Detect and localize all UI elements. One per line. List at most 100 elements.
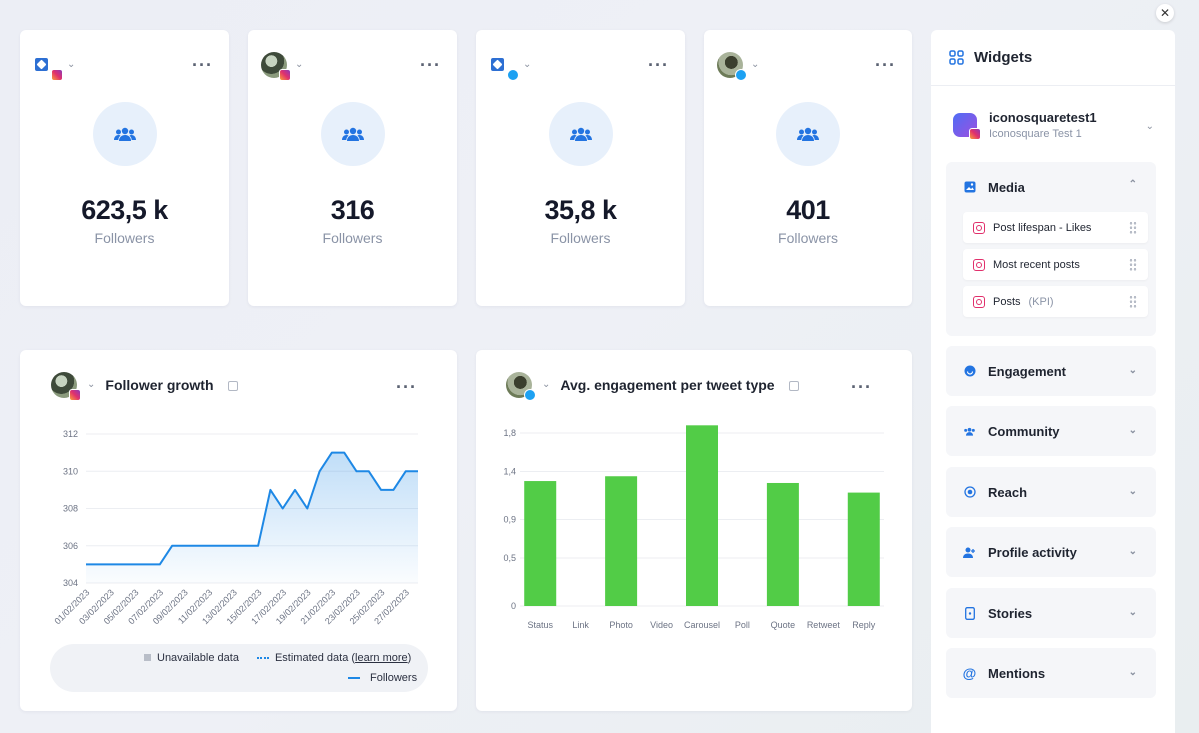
section-media: Media ⌃ Post lifespan - Likes Most recen… <box>946 162 1156 336</box>
help-icon[interactable] <box>227 381 238 391</box>
widget-item-label: Most recent posts <box>993 258 1080 271</box>
more-options-icon[interactable]: ··· <box>851 377 872 397</box>
x-tick-label: Video <box>650 620 673 630</box>
account-subtitle: Iconosquare Test 1 <box>989 128 1082 140</box>
y-tick-label: 306 <box>63 541 78 551</box>
followers-icon <box>320 102 385 166</box>
media-icon <box>963 181 976 194</box>
instagram-icon <box>969 128 981 140</box>
chevron-down-icon: ⌄ <box>751 59 760 70</box>
y-tick-label: 1,4 <box>503 466 516 476</box>
drag-handle-icon[interactable] <box>1129 221 1137 234</box>
account-avatar[interactable] <box>506 372 536 401</box>
section-label: Reach <box>988 484 1028 500</box>
instagram-icon <box>973 258 985 271</box>
more-options-icon[interactable]: ··· <box>875 55 896 75</box>
section-profile-activity[interactable]: Profile activity ⌄ <box>946 527 1156 577</box>
more-options-icon[interactable]: ··· <box>648 55 669 75</box>
legend-unavailable: Unavailable data <box>144 652 239 664</box>
followers-icon <box>776 102 840 166</box>
stat-card-2: ⌄ ··· 316 Followers <box>248 30 457 306</box>
more-options-icon[interactable]: ··· <box>192 55 213 75</box>
instagram-icon <box>69 389 81 401</box>
section-label: Media <box>988 179 1025 195</box>
more-options-icon[interactable]: ··· <box>396 377 417 397</box>
y-tick-label: 304 <box>63 578 78 588</box>
bar-status <box>524 481 557 606</box>
instagram-icon <box>973 295 985 308</box>
section-label: Engagement <box>988 363 1067 379</box>
followers-label: Followers <box>778 230 838 246</box>
mentions-icon: @ <box>962 665 977 681</box>
widget-title: Avg. engagement per tweet type <box>560 377 775 393</box>
followers-label: Followers <box>94 230 155 246</box>
section-media-header[interactable]: Media ⌃ <box>946 162 1156 212</box>
y-tick-label: 312 <box>63 429 78 439</box>
chevron-down-icon: ⌄ <box>67 59 76 70</box>
help-icon[interactable] <box>788 381 799 391</box>
account-avatar <box>717 52 747 81</box>
y-tick-label: 308 <box>63 504 78 514</box>
sidebar-account-selector[interactable]: iconosquaretest1 Iconosquare Test 1 ⌄ <box>953 110 1154 140</box>
y-tick-label: 0 <box>511 601 516 611</box>
widget-item-post-lifespan[interactable]: Post lifespan - Likes <box>963 212 1148 243</box>
y-tick-label: 1,8 <box>503 428 516 438</box>
widget-item-most-recent-posts[interactable]: Most recent posts <box>963 249 1148 280</box>
widget-item-posts-kpi[interactable]: Posts (KPI) <box>963 286 1148 317</box>
y-tick-label: 0,9 <box>503 515 516 525</box>
y-tick-label: 0,5 <box>503 553 516 563</box>
widget-title: Follower growth <box>105 377 214 393</box>
account-avatar <box>489 52 519 81</box>
section-stories[interactable]: Stories ⌄ <box>946 588 1156 638</box>
follower-growth-widget: ⌄ Follower growth ··· 304 306 308 310 312 01/… <box>20 350 457 711</box>
followers-label: Followers <box>550 230 611 246</box>
stat-card-1: ⌄ ··· 623,5 k Followers <box>20 30 229 306</box>
learn-more-link[interactable]: learn more <box>355 652 408 664</box>
account-selector[interactable]: ⌄ <box>33 52 76 81</box>
stat-card-3: ⌄ ··· 35,8 k Followers <box>476 30 685 306</box>
account-avatar <box>33 52 63 81</box>
instagram-icon <box>279 69 291 81</box>
chevron-down-icon: ⌄ <box>523 59 532 70</box>
drag-handle-icon[interactable] <box>1129 295 1137 308</box>
legend-followers: Followers <box>348 672 417 684</box>
chevron-up-icon: ⌃ <box>1128 179 1137 190</box>
chevron-down-icon: ⌄ <box>1128 425 1137 436</box>
legend-estimated: Estimated data (learn more) <box>256 652 411 664</box>
chevron-down-icon[interactable]: ⌄ <box>87 379 96 390</box>
sidebar-header: Widgets <box>931 30 1175 86</box>
drag-handle-icon[interactable] <box>1129 258 1137 271</box>
stories-icon <box>963 606 976 620</box>
followers-count: 35,8 k <box>544 195 617 225</box>
account-selector[interactable]: ⌄ <box>717 52 760 81</box>
account-avatar[interactable] <box>51 372 81 401</box>
widgets-sidebar: Widgets iconosquaretest1 Iconosquare Tes… <box>931 30 1175 733</box>
twitter-icon <box>735 69 747 81</box>
more-options-icon[interactable]: ··· <box>420 55 441 75</box>
area-fill <box>86 452 418 583</box>
x-tick-label: Status <box>527 620 553 630</box>
chevron-down-icon: ⌄ <box>1128 667 1137 678</box>
series-line-followers <box>86 451 418 566</box>
section-mentions[interactable]: @ Mentions ⌄ <box>946 648 1156 698</box>
widget-item-label: Posts <box>993 295 1021 308</box>
account-avatar <box>953 113 981 140</box>
section-engagement[interactable]: Engagement ⌄ <box>946 346 1156 396</box>
twitter-icon <box>507 69 519 81</box>
profile-activity-icon <box>963 546 976 559</box>
section-community[interactable]: Community ⌄ <box>946 406 1156 456</box>
reach-icon <box>963 486 976 499</box>
widget-item-label: Post lifespan - Likes <box>993 221 1092 234</box>
section-reach[interactable]: Reach ⌄ <box>946 467 1156 517</box>
chevron-down-icon: ⌄ <box>295 59 304 70</box>
close-button[interactable]: ✕ <box>1156 4 1174 22</box>
account-selector[interactable]: ⌄ <box>489 52 532 81</box>
x-tick-label: Link <box>572 620 589 630</box>
chevron-down-icon: ⌄ <box>1128 486 1137 497</box>
chart-legend: Unavailable data Estimated data (learn m… <box>50 644 428 692</box>
chevron-down-icon[interactable]: ⌄ <box>542 379 551 390</box>
account-selector[interactable]: ⌄ <box>261 52 304 81</box>
followers-count: 316 <box>330 195 375 225</box>
section-label: Profile activity <box>988 544 1077 560</box>
bar-reply <box>847 492 880 606</box>
